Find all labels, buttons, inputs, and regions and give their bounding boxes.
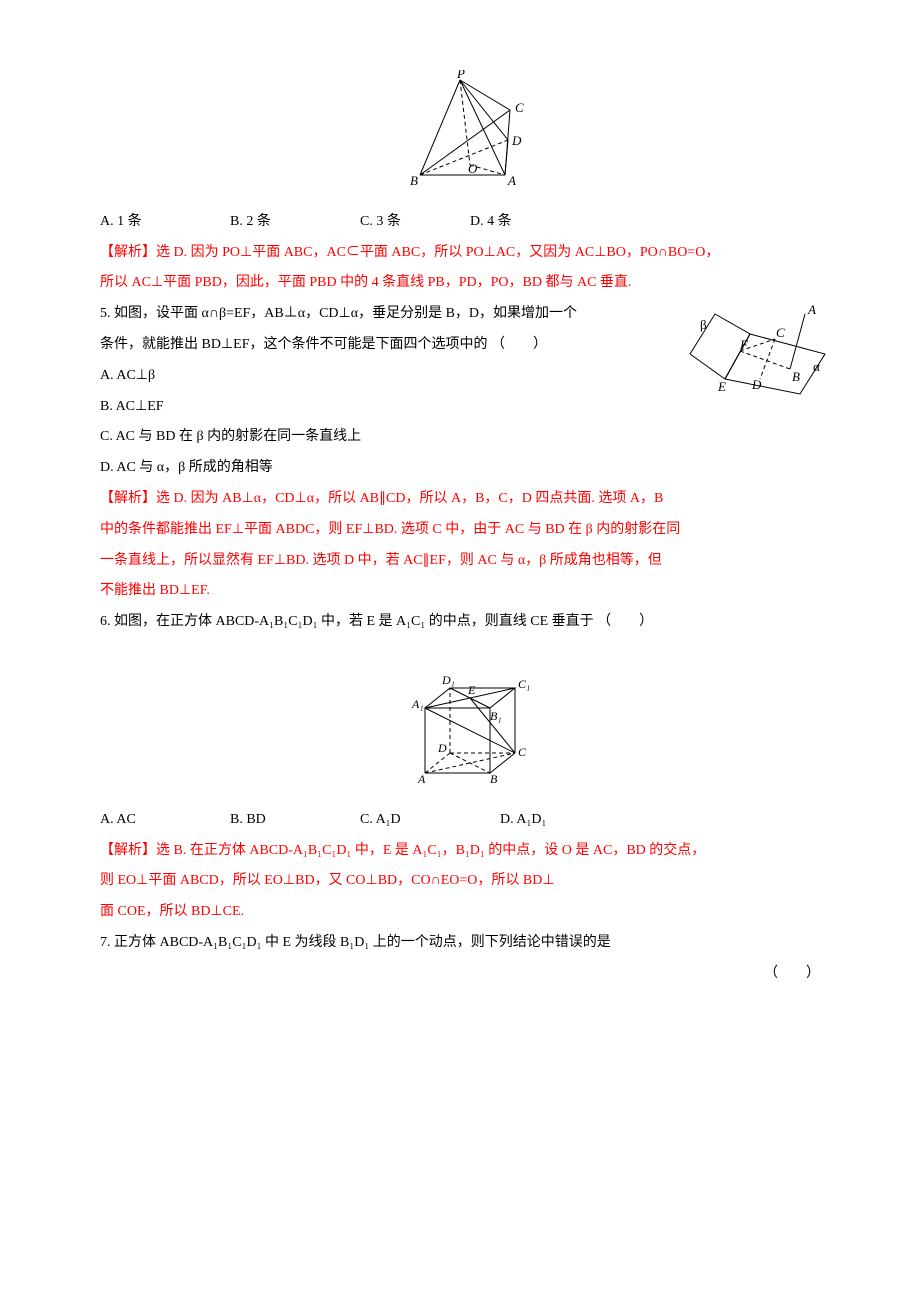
q5-analysis-l4: 不能推出 BD⊥EF.: [100, 576, 830, 607]
page-container: P C D A B O A. 1 条 B. 2 条 C. 3 条 D. 4 条 …: [0, 0, 920, 1302]
q5-analysis-l3: 一条直线上，所以显然有 EF⊥BD. 选项 D 中，若 AC∥EF，则 AC 与…: [100, 546, 830, 577]
label-O: O: [468, 161, 478, 176]
cube-D1: D₁: [441, 673, 455, 687]
q6-analysis-l3: 面 COE，所以 BD⊥CE.: [100, 897, 830, 928]
q7-blank: （ ）: [100, 959, 830, 990]
q6-analysis-l1: 【解析】选 B. 在正方体 ABCD-A₁B₁C₁D₁ 中，E 是 A₁C₁，B…: [100, 836, 830, 867]
q4-analysis-l1: 【解析】选 D. 因为 PO⊥平面 ABC，AC⊂平面 ABC，所以 PO⊥AC…: [100, 238, 830, 269]
q5-opt-c: C. AC 与 BD 在 β 内的射影在同一条直线上: [100, 422, 830, 453]
q5-opt-d: D. AC 与 α，β 所成的角相等: [100, 453, 830, 484]
q6-choice-a: A. AC: [100, 805, 230, 836]
cube-D: D: [437, 741, 447, 755]
label-F2: F: [739, 337, 749, 352]
q6-choice-c: C. A₁D: [360, 805, 500, 836]
q4-choice-b: B. 2 条: [230, 207, 360, 238]
q6-analysis-l2: 则 EO⊥平面 ABCD，所以 EO⊥BD，又 CO⊥BD，CO∩EO=O，所以…: [100, 866, 830, 897]
label-B: B: [410, 173, 418, 188]
cube-A: A: [417, 772, 426, 786]
label-B2: B: [792, 369, 800, 384]
label-C: C: [515, 100, 524, 115]
q5-figure: A B C D E F β α: [680, 299, 830, 422]
q6-choices: A. AC B. BD C. A₁D D. A₁D₁: [100, 805, 830, 836]
q5-block: A B C D E F β α 5. 如图，设平面 α∩β=EF，AB⊥α，CD…: [100, 299, 830, 607]
q4-figure: P C D A B O: [100, 70, 830, 203]
label-P: P: [456, 70, 465, 81]
pyramid-svg: P C D A B O: [390, 70, 540, 190]
cube-B1: B₁: [490, 709, 502, 723]
cube-C: C: [518, 745, 527, 759]
label-beta: β: [700, 317, 707, 332]
q4-choice-c: C. 3 条: [360, 207, 470, 238]
label-alpha: α: [813, 359, 820, 374]
cube-A1: A₁: [411, 697, 424, 711]
q5-analysis-l2: 中的条件都能推出 EF⊥平面 ABDC，则 EF⊥BD. 选项 C 中，由于 A…: [100, 515, 830, 546]
cube-C1: C₁: [518, 677, 530, 691]
label-E2: E: [717, 379, 726, 394]
q5-analysis-l1: 【解析】选 D. 因为 AB⊥α，CD⊥α，所以 AB∥CD，所以 A，B，C，…: [100, 484, 830, 515]
q6-choice-b: B. BD: [230, 805, 360, 836]
label-A: A: [507, 173, 516, 188]
q4-choices: A. 1 条 B. 2 条 C. 3 条 D. 4 条: [100, 207, 830, 238]
q4-analysis-l2: 所以 AC⊥平面 PBD，因此，平面 PBD 中的 4 条直线 PB，PD，PO…: [100, 268, 830, 299]
label-A2: A: [807, 302, 816, 317]
label-D: D: [511, 133, 522, 148]
label-C2: C: [776, 325, 785, 340]
cube-E: E: [467, 683, 476, 697]
q6-choice-d: D. A₁D₁: [500, 805, 640, 836]
dihedral-svg: A B C D E F β α: [680, 299, 830, 409]
cube-svg: A B C D A₁ B₁ C₁ D₁ E: [390, 648, 540, 788]
q4-choice-a: A. 1 条: [100, 207, 230, 238]
q6-figure: A B C D A₁ B₁ C₁ D₁ E: [100, 648, 830, 801]
q7-stem: 7. 正方体 ABCD-A₁B₁C₁D₁ 中 E 为线段 B₁D₁ 上的一个动点…: [100, 928, 830, 959]
q6-stem: 6. 如图，在正方体 ABCD-A₁B₁C₁D₁ 中，若 E 是 A₁C₁ 的中…: [100, 607, 830, 638]
q4-choice-d: D. 4 条: [470, 207, 580, 238]
cube-B: B: [490, 772, 498, 786]
label-D2: D: [751, 377, 762, 392]
